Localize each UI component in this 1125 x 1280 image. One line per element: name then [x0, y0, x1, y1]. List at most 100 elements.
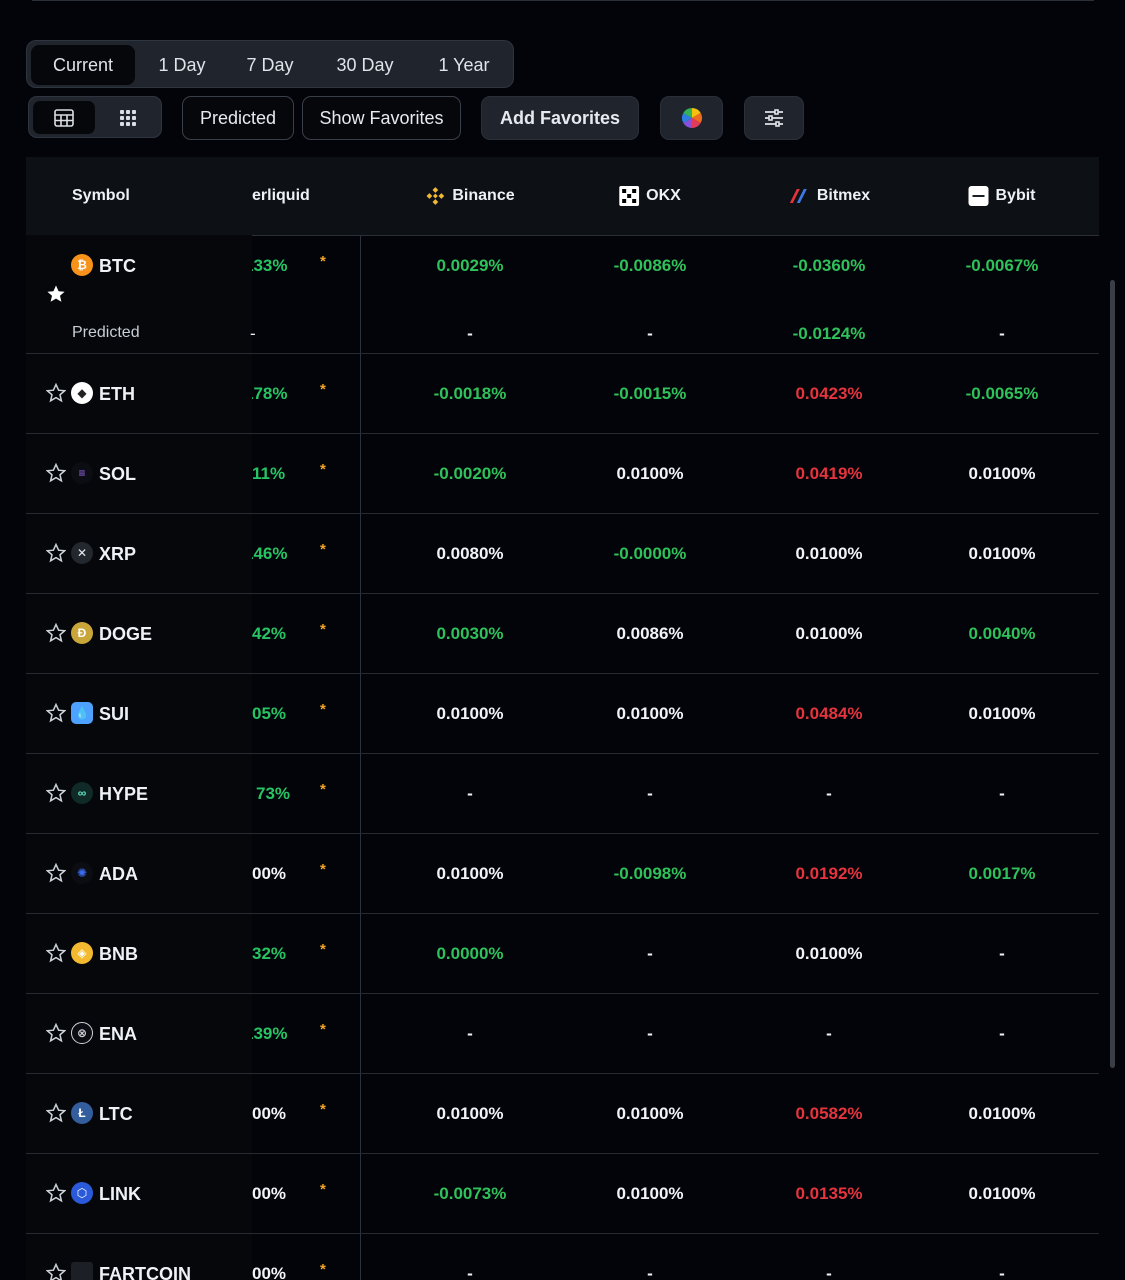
hl-rate-sui: 05% — [252, 704, 287, 723]
star-outline-icon[interactable] — [46, 1183, 66, 1203]
symbol-hype: HYPE — [99, 784, 149, 804]
xrp-coin-icon: ✕ — [71, 542, 93, 564]
okx-column-header[interactable]: OKX — [619, 157, 681, 235]
star-outline-icon[interactable] — [46, 463, 66, 483]
star-outline-icon[interactable] — [46, 703, 66, 723]
asterisk-marker: * — [320, 861, 326, 878]
symbol-doge: DOGE — [99, 624, 153, 644]
binance-rate-hype: - — [467, 784, 473, 803]
table-row-eth[interactable]: ◆ ETH 178% * -0.0018% -0.0015% 0.0423% -… — [26, 354, 1099, 434]
hl-rate-ena: 139% — [252, 1024, 288, 1043]
funding-rates-table: Symbol erliquid Binance OKX — [26, 157, 1099, 1280]
star-outline-icon[interactable] — [46, 383, 66, 403]
show-favorites-button[interactable]: Show Favorites — [302, 96, 461, 140]
bybit-rate-link: 0.0100% — [968, 1184, 1036, 1203]
table-icon — [54, 108, 74, 127]
asterisk-marker: * — [320, 621, 326, 638]
tab-7-day[interactable]: 7 Day — [246, 55, 294, 75]
table-row-ltc[interactable]: Ł LTC 00% * 0.0100% 0.0100% 0.0582% 0.01… — [26, 1074, 1099, 1154]
symbol-link: LINK — [99, 1184, 141, 1204]
star-outline-icon[interactable] — [46, 1103, 66, 1123]
sliders-icon — [765, 109, 783, 127]
symbol-ltc: LTC — [99, 1104, 133, 1124]
hl-rate-xrp: 146% — [252, 544, 288, 563]
tab-current[interactable]: Current — [31, 45, 135, 85]
symbol-ena: ENA — [99, 1024, 138, 1044]
bitmex-rate-sol: 0.0419% — [795, 464, 863, 483]
bitmex-rate-hype: - — [826, 784, 832, 803]
predicted-button[interactable]: Predicted — [182, 96, 294, 140]
hl-predicted-btc: - — [250, 324, 256, 343]
table-row-sol[interactable]: ≡ SOL 11% * -0.0020% 0.0100% 0.0419% 0.0… — [26, 434, 1099, 514]
column-divider — [360, 235, 361, 1280]
star-outline-icon[interactable] — [46, 543, 66, 563]
binance-rate-ena: - — [467, 1024, 473, 1043]
hype-coin-icon: ∞ — [71, 782, 93, 804]
table-row-fartcoin[interactable]: FARTCOIN 00% * - - - - — [26, 1234, 1099, 1280]
table-view-button[interactable] — [33, 101, 95, 134]
tab-1-day[interactable]: 1 Day — [158, 55, 206, 75]
hyperliquid-column-header[interactable]: erliquid — [252, 187, 310, 204]
okx-rate-bnb: - — [647, 944, 653, 963]
star-outline-icon[interactable] — [46, 1023, 66, 1043]
bybit-rate-btc: -0.0067% — [965, 256, 1039, 275]
table-row-hype[interactable]: ∞ HYPE 73% * - - - - — [26, 754, 1099, 834]
symbol-column-header[interactable]: Symbol — [72, 187, 130, 204]
bitmex-rate-doge: 0.0100% — [795, 624, 863, 643]
symbol-fartcoin: FARTCOIN — [99, 1264, 191, 1280]
sui-coin-icon: 💧 — [71, 702, 93, 724]
table-row-btc[interactable]: ₿ BTC Predicted 133% * 0.0029% -0.0086% … — [26, 235, 1099, 354]
symbol-sol: SOL — [99, 464, 137, 484]
table-row-ena[interactable]: ⊗ ENA 139% * - - - - — [26, 994, 1099, 1074]
binance-rate-sui: 0.0100% — [436, 704, 504, 723]
okx-logo-icon — [619, 186, 640, 206]
okx-rate-hype: - — [647, 784, 653, 803]
bybit-rate-bnb: - — [999, 944, 1005, 963]
bybit-rate-doge: 0.0040% — [968, 624, 1036, 643]
bitmex-rate-sui: 0.0484% — [795, 704, 863, 723]
symbol-ada: ADA — [99, 864, 138, 884]
table-row-bnb[interactable]: ◈ BNB 32% * 0.0000% - 0.0100% - — [26, 914, 1099, 994]
star-outline-icon[interactable] — [46, 783, 66, 803]
bybit-rate-ada: 0.0017% — [968, 864, 1036, 883]
ltc-coin-icon: Ł — [71, 1102, 93, 1124]
predicted-label: Predicted — [72, 324, 140, 341]
binance-rate-bnb: 0.0000% — [436, 944, 504, 963]
okx-rate-doge: 0.0086% — [616, 624, 684, 643]
view-toggle — [28, 96, 162, 138]
table-row-doge[interactable]: Ð DOGE 42% * 0.0030% 0.0086% 0.0100% 0.0… — [26, 594, 1099, 674]
bitmex-predicted-btc: -0.0124% — [792, 324, 866, 343]
bitmex-column-header[interactable]: Bitmex — [788, 157, 870, 235]
bybit-column-header[interactable]: Bybit — [968, 157, 1036, 235]
table-row-ada[interactable]: ✺ ADA 00% * 0.0100% -0.0098% 0.0192% 0.0… — [26, 834, 1099, 914]
okx-rate-ltc: 0.0100% — [616, 1104, 684, 1123]
star-outline-icon[interactable] — [46, 1263, 66, 1280]
vertical-scrollbar[interactable] — [1110, 280, 1115, 1068]
okx-rate-sui: 0.0100% — [616, 704, 684, 723]
binance-rate-sol: -0.0020% — [433, 464, 507, 483]
star-filled-icon[interactable] — [46, 284, 66, 304]
bybit-rate-sol: 0.0100% — [968, 464, 1036, 483]
table-row-sui[interactable]: 💧 SUI 05% * 0.0100% 0.0100% 0.0484% 0.01… — [26, 674, 1099, 754]
settings-button[interactable] — [744, 96, 804, 140]
okx-rate-fartcoin: - — [647, 1264, 653, 1280]
tab-30-day[interactable]: 30 Day — [336, 55, 394, 75]
add-favorites-button[interactable]: Add Favorites — [481, 96, 639, 140]
star-outline-icon[interactable] — [46, 943, 66, 963]
asterisk-marker: * — [320, 1261, 326, 1278]
binance-rate-doge: 0.0030% — [436, 624, 504, 643]
star-outline-icon[interactable] — [46, 863, 66, 883]
hl-rate-ltc: 00% — [252, 1104, 287, 1123]
table-row-link[interactable]: ⬡ LINK 00% * -0.0073% 0.0100% 0.0135% 0.… — [26, 1154, 1099, 1234]
sol-coin-icon: ≡ — [71, 462, 93, 484]
grid-icon — [120, 109, 136, 126]
tab-1-year[interactable]: 1 Year — [438, 55, 490, 75]
color-scheme-button[interactable] — [660, 96, 723, 140]
binance-column-header[interactable]: Binance — [425, 157, 515, 235]
star-outline-icon[interactable] — [46, 623, 66, 643]
bybit-rate-ltc: 0.0100% — [968, 1104, 1036, 1123]
grid-view-button[interactable] — [97, 101, 159, 134]
period-tabs: Current 1 Day 7 Day 30 Day 1 Year — [26, 40, 514, 88]
table-row-xrp[interactable]: ✕ XRP 146% * 0.0080% -0.0000% 0.0100% 0.… — [26, 514, 1099, 594]
bybit-label: Bybit — [995, 187, 1036, 204]
